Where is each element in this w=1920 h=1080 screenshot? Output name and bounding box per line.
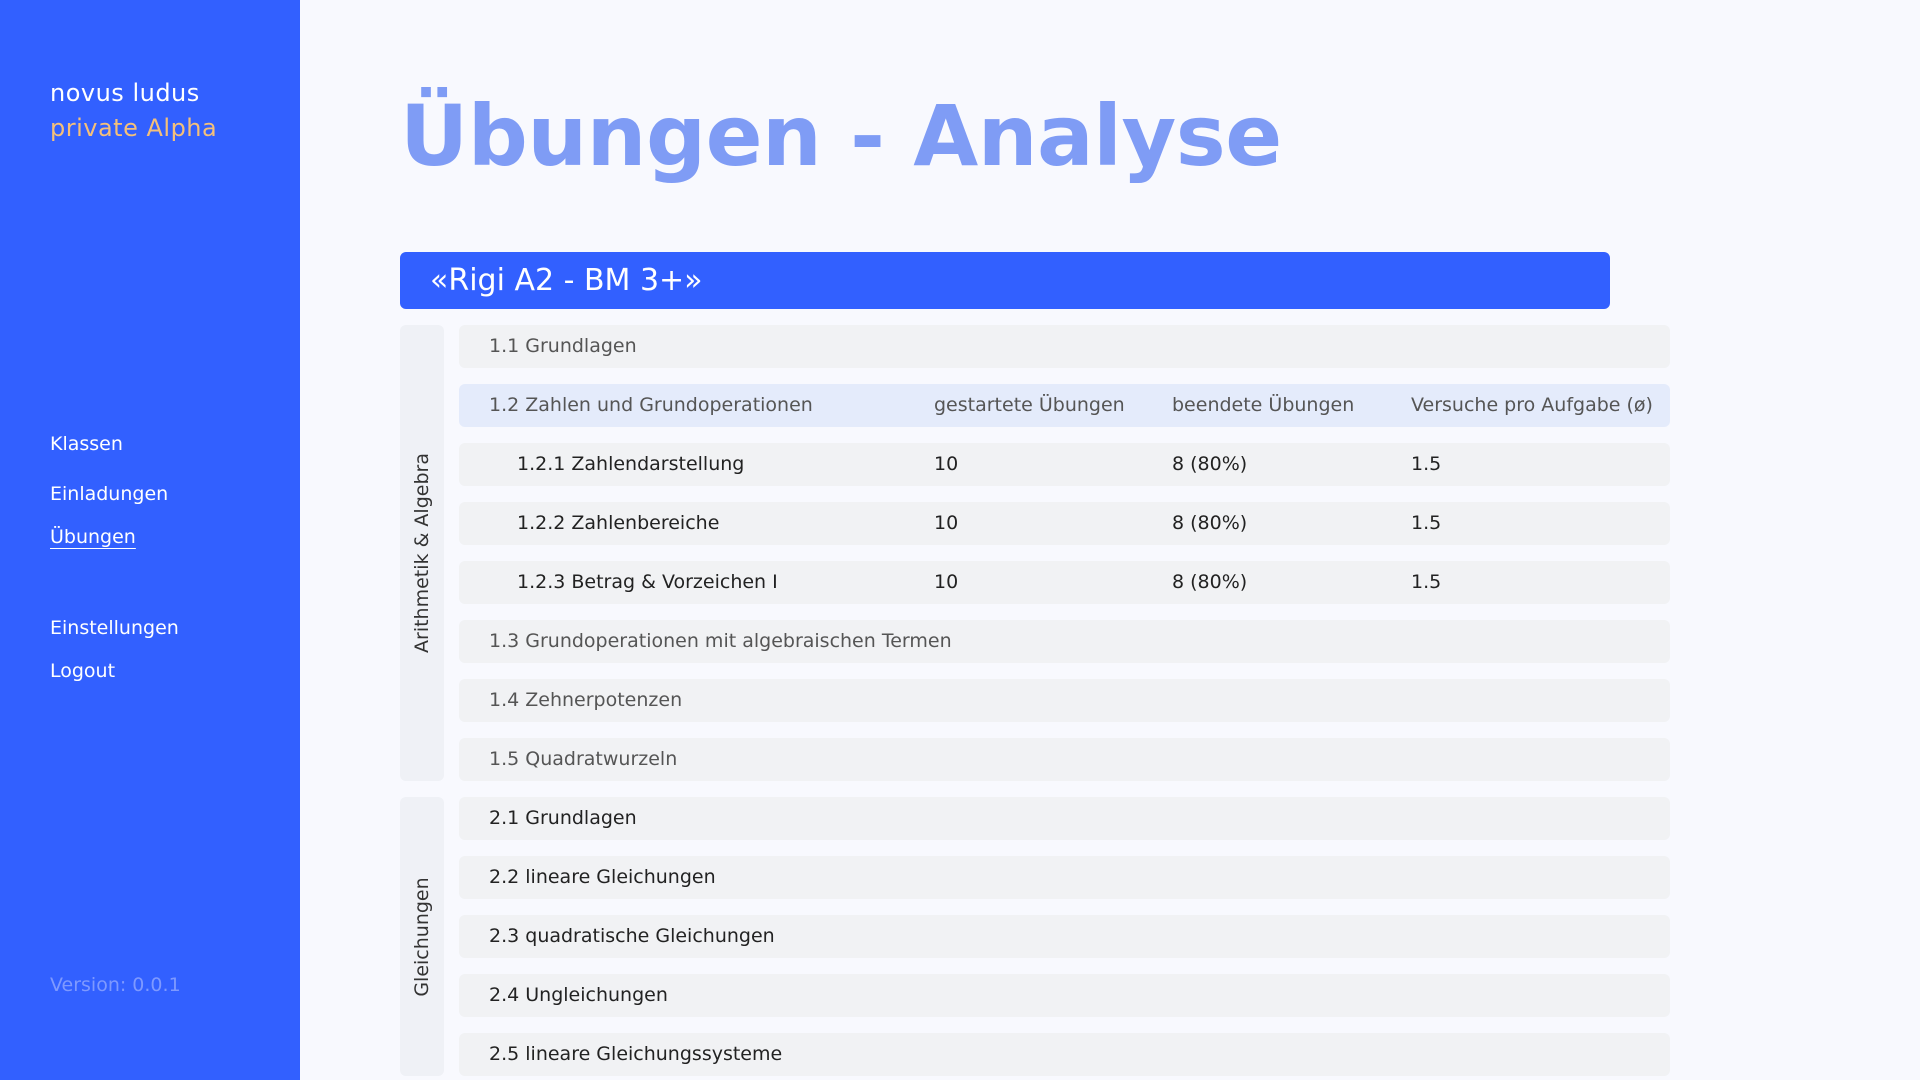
topic-row[interactable]: 2.3 quadratische Gleichungen — [459, 915, 1670, 958]
brand-subtitle: private Alpha — [50, 114, 218, 142]
topic-row[interactable]: 2.4 Ungleichungen — [459, 974, 1670, 1017]
topic-title: 1.1 Grundlagen — [489, 335, 637, 357]
section-label-text: Gleichungen — [411, 876, 433, 997]
topic-row[interactable]: 1.4 Zehnerpotenzen — [459, 679, 1670, 722]
page-title: Übungen - Analyse — [400, 87, 1282, 185]
topic-row[interactable]: 1.1 Grundlagen — [459, 325, 1670, 368]
finished-count: 8 (80%) — [1172, 571, 1248, 593]
topic-title: 2.1 Grundlagen — [489, 807, 637, 829]
started-count: 10 — [934, 512, 959, 534]
topic-title: 2.2 lineare Gleichungen — [489, 866, 716, 888]
course-header[interactable]: «Rigi A2 - BM 3+» — [400, 252, 1610, 309]
topic-title: 2.3 quadratische Gleichungen — [489, 925, 775, 947]
version-label: Version: 0.0.1 — [50, 974, 181, 996]
brand-name: novus ludus — [50, 79, 200, 107]
topic-row-expanded[interactable]: 1.2 Zahlen und Grundoperationen gestarte… — [459, 384, 1670, 427]
topic-title: 2.4 Ungleichungen — [489, 984, 668, 1006]
topic-title: 1.4 Zehnerpotenzen — [489, 689, 683, 711]
attempts-avg: 1.5 — [1411, 571, 1442, 593]
finished-count: 8 (80%) — [1172, 453, 1248, 475]
finished-count: 8 (80%) — [1172, 512, 1248, 534]
subtopic-row[interactable]: 1.2.1 Zahlendarstellung 10 8 (80%) 1.5 — [459, 443, 1670, 486]
column-header-attempts: Versuche pro Aufgabe (ø) — [1411, 394, 1653, 416]
subtopic-row[interactable]: 1.2.2 Zahlenbereiche 10 8 (80%) 1.5 — [459, 502, 1670, 545]
subtopic-row[interactable]: 1.2.3 Betrag & Vorzeichen I 10 8 (80%) 1… — [459, 561, 1670, 604]
column-header-started: gestartete Übungen — [934, 394, 1125, 416]
topic-row[interactable]: 2.2 lineare Gleichungen — [459, 856, 1670, 899]
column-header-finished: beendete Übungen — [1172, 394, 1355, 416]
section-label-text: Arithmetik & Algebra — [411, 453, 433, 653]
nav-item-klassen[interactable]: Klassen — [50, 433, 123, 455]
topic-title: 1.2 Zahlen und Grundoperationen — [489, 394, 813, 416]
subtopic-title: 1.2.1 Zahlendarstellung — [517, 453, 745, 475]
topic-row[interactable]: 1.5 Quadratwurzeln — [459, 738, 1670, 781]
nav-item-uebungen[interactable]: Übungen — [50, 526, 136, 548]
nav-item-einstellungen[interactable]: Einstellungen — [50, 617, 179, 639]
subtopic-title: 1.2.2 Zahlenbereiche — [517, 512, 720, 534]
topic-title: 2.5 lineare Gleichungssysteme — [489, 1043, 783, 1065]
section-label-arithmetik: Arithmetik & Algebra — [400, 325, 444, 781]
main-content: Übungen - Analyse «Rigi A2 - BM 3+» Arit… — [300, 0, 1920, 1080]
section-label-gleichungen: Gleichungen — [400, 797, 444, 1076]
sidebar: novus ludus private Alpha Klassen Einlad… — [0, 0, 300, 1080]
attempts-avg: 1.5 — [1411, 453, 1442, 475]
attempts-avg: 1.5 — [1411, 512, 1442, 534]
subtopic-title: 1.2.3 Betrag & Vorzeichen I — [517, 571, 778, 593]
topic-title: 1.5 Quadratwurzeln — [489, 748, 678, 770]
topic-row[interactable]: 1.3 Grundoperationen mit algebraischen T… — [459, 620, 1670, 663]
topic-title: 1.3 Grundoperationen mit algebraischen T… — [489, 630, 952, 652]
started-count: 10 — [934, 571, 959, 593]
started-count: 10 — [934, 453, 959, 475]
nav-item-einladungen[interactable]: Einladungen — [50, 483, 169, 505]
nav-item-logout[interactable]: Logout — [50, 660, 116, 682]
topic-row[interactable]: 2.5 lineare Gleichungssysteme — [459, 1033, 1670, 1076]
brand: novus ludus private Alpha — [50, 76, 217, 146]
topic-row[interactable]: 2.1 Grundlagen — [459, 797, 1670, 840]
